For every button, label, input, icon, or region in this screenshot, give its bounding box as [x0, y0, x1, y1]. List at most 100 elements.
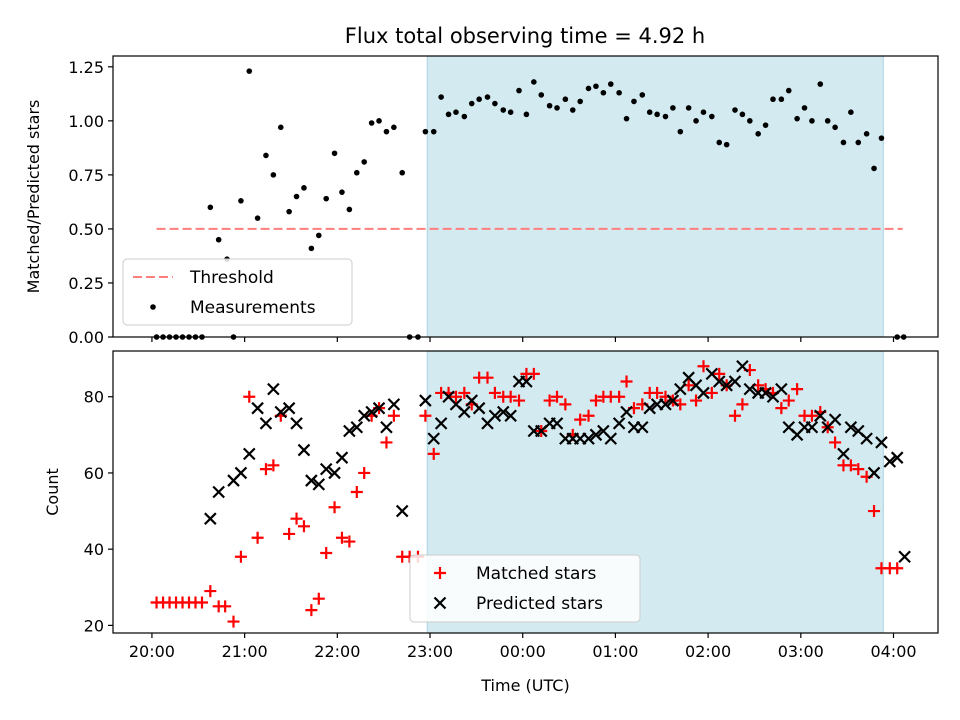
predicted-stars-point	[328, 466, 341, 480]
legend-matched-label: Matched stars	[476, 564, 596, 584]
measurement-point	[492, 100, 498, 107]
predicted-stars-point	[612, 417, 626, 430]
measurement-point	[538, 92, 545, 98]
measurement-point	[339, 189, 345, 195]
matched-stars-point	[543, 394, 556, 407]
predicted-stars-point	[898, 550, 911, 564]
matched-stars-point	[736, 398, 749, 411]
matched-stars-point	[343, 535, 356, 548]
matched-stars-point	[844, 459, 857, 472]
y-axis-label: Matched/Predicted stars	[24, 100, 43, 294]
measurement-point	[785, 87, 792, 94]
predicted-stars-point	[604, 432, 618, 445]
matched-stars-point	[419, 409, 432, 422]
measurement-point	[531, 79, 537, 85]
measurement-point	[693, 118, 699, 124]
measurement-point	[323, 195, 330, 202]
measurement-point	[794, 115, 800, 122]
measurement-point	[215, 236, 222, 243]
measurement-point	[430, 128, 437, 135]
predicted-stars-point	[860, 432, 873, 445]
legend: Matched stars Predicted stars	[409, 554, 641, 623]
matched-stars-point	[651, 386, 664, 399]
predicted-stars-point	[550, 417, 564, 430]
measurement-point	[346, 206, 353, 213]
matched-stars-point	[690, 394, 703, 407]
matched-stars-point	[449, 390, 462, 403]
matched-stars-point	[234, 550, 247, 563]
legend-measurements-swatch	[150, 304, 156, 310]
predicted-stars-point	[395, 504, 409, 518]
predicted-stars-point	[234, 466, 248, 480]
measurement-point	[646, 109, 653, 115]
measurement-point	[207, 204, 214, 211]
matched-stars-point	[620, 375, 633, 388]
matched-stars-point	[380, 436, 393, 449]
measurement-point	[315, 232, 322, 239]
measurement-point	[871, 165, 877, 172]
measurement-point	[716, 139, 723, 146]
measurement-point	[732, 107, 738, 113]
measurement-point	[438, 94, 444, 100]
predicted-stars-point	[875, 436, 888, 449]
x-axis-label: Time (UTC)	[480, 676, 569, 695]
matched-stars-point	[290, 512, 303, 525]
matched-stars-point	[504, 390, 517, 403]
measurement-point	[368, 120, 375, 126]
measurement-point	[878, 135, 885, 141]
x-tick-label: 04:00	[870, 642, 916, 661]
data-layer	[153, 68, 907, 340]
predicted-stars-point	[674, 382, 687, 396]
data-layer	[150, 359, 911, 628]
legend-box	[409, 554, 641, 623]
measurement-point	[361, 159, 368, 165]
matched-stars-point	[219, 600, 232, 613]
predicted-stars-point	[343, 424, 356, 438]
predicted-stars-point	[380, 420, 393, 434]
matched-stars-point	[243, 390, 256, 403]
measurement-point	[453, 109, 459, 115]
measurement-point	[546, 102, 553, 109]
legend-threshold-label: Threshold	[189, 268, 274, 288]
predicted-stars-point	[620, 405, 633, 419]
measurement-point	[507, 109, 514, 115]
matched-stars-point	[574, 413, 587, 426]
legend-matched-swatch	[434, 567, 446, 579]
predicted-stars-point	[365, 405, 378, 419]
measurement-point	[331, 150, 338, 157]
predicted-stars-point	[643, 401, 656, 415]
matched-stars-point	[481, 371, 494, 384]
y-tick-label: 0.50	[68, 220, 104, 239]
predicted-stars-point	[212, 485, 225, 499]
predicted-stars-point	[813, 409, 827, 423]
y-tick-label: 0.75	[68, 166, 104, 185]
measurement-point	[593, 83, 599, 90]
predicted-stars-point	[458, 405, 471, 419]
measurement-point	[376, 118, 382, 124]
measurement-point	[569, 107, 576, 113]
matched-stars-point	[297, 520, 310, 533]
measurement-point	[445, 111, 452, 118]
measurement-point	[762, 122, 769, 128]
predicted-stars-point	[387, 398, 401, 411]
measurement-point	[709, 113, 715, 120]
matched-stars-point	[559, 398, 572, 411]
predicted-stars-point	[520, 375, 533, 388]
matched-stars-point	[312, 592, 325, 605]
measurement-point	[723, 141, 730, 148]
observing-window-band	[426, 55, 884, 338]
top-chart-ratio: 0.00 0.25 0.50 0.75 1.00 1.25 Matched/Predicte…	[24, 55, 939, 347]
predicted-stars-point	[890, 451, 904, 464]
matched-stars-point	[427, 447, 440, 460]
y-tick-label: 20	[84, 616, 104, 635]
measurement-point	[824, 118, 831, 124]
measurement-point	[353, 169, 360, 176]
measurement-point	[277, 124, 284, 131]
y-tick-label: 0.00	[68, 328, 104, 347]
matched-stars-point	[582, 409, 595, 422]
measurement-point	[577, 98, 583, 105]
measurement-point	[554, 105, 560, 111]
predicted-stars-point	[290, 417, 303, 430]
y-tick-label: 80	[84, 388, 104, 407]
matched-stars-point	[705, 386, 718, 399]
